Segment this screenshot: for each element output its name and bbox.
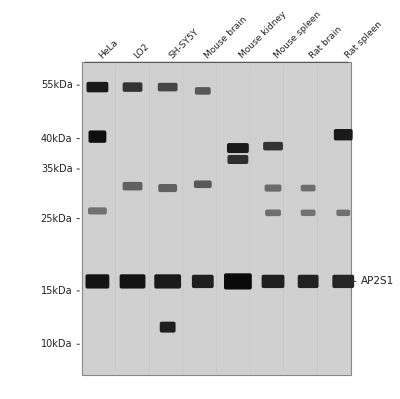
FancyBboxPatch shape	[86, 82, 108, 92]
FancyBboxPatch shape	[224, 273, 252, 290]
Text: Mouse brain: Mouse brain	[203, 15, 248, 60]
Text: 35kDa: 35kDa	[41, 164, 72, 174]
Text: Rat brain: Rat brain	[308, 25, 344, 60]
FancyBboxPatch shape	[265, 184, 282, 192]
Text: Mouse spleen: Mouse spleen	[273, 10, 323, 60]
FancyBboxPatch shape	[227, 143, 249, 153]
FancyBboxPatch shape	[336, 209, 350, 216]
FancyBboxPatch shape	[195, 87, 211, 95]
FancyBboxPatch shape	[301, 209, 316, 216]
FancyBboxPatch shape	[265, 209, 281, 216]
FancyBboxPatch shape	[123, 82, 142, 92]
FancyBboxPatch shape	[120, 274, 146, 288]
Text: 25kDa: 25kDa	[41, 213, 72, 223]
FancyBboxPatch shape	[262, 275, 284, 288]
FancyBboxPatch shape	[123, 182, 142, 190]
FancyBboxPatch shape	[154, 274, 181, 288]
Text: HeLa: HeLa	[98, 38, 120, 60]
FancyBboxPatch shape	[192, 275, 214, 288]
Text: Mouse kidney: Mouse kidney	[238, 10, 288, 60]
Text: SH-SY5Y: SH-SY5Y	[168, 27, 201, 60]
Text: 40kDa: 40kDa	[41, 134, 72, 144]
FancyBboxPatch shape	[334, 129, 353, 140]
FancyBboxPatch shape	[332, 275, 354, 288]
FancyBboxPatch shape	[158, 83, 178, 91]
FancyBboxPatch shape	[88, 130, 106, 143]
Text: LO2: LO2	[132, 42, 151, 60]
Text: Rat spleen: Rat spleen	[343, 20, 384, 60]
FancyBboxPatch shape	[158, 184, 177, 192]
Text: AP2S1: AP2S1	[360, 277, 394, 286]
FancyBboxPatch shape	[228, 155, 248, 164]
FancyBboxPatch shape	[298, 275, 318, 288]
Text: 15kDa: 15kDa	[41, 286, 72, 296]
FancyBboxPatch shape	[86, 274, 109, 288]
FancyBboxPatch shape	[88, 207, 107, 215]
Text: 55kDa: 55kDa	[41, 80, 72, 90]
Bar	[82, 62, 351, 375]
FancyBboxPatch shape	[194, 180, 212, 188]
FancyBboxPatch shape	[160, 322, 176, 333]
FancyBboxPatch shape	[263, 142, 283, 150]
Text: 10kDa: 10kDa	[41, 339, 72, 349]
FancyBboxPatch shape	[301, 185, 316, 192]
